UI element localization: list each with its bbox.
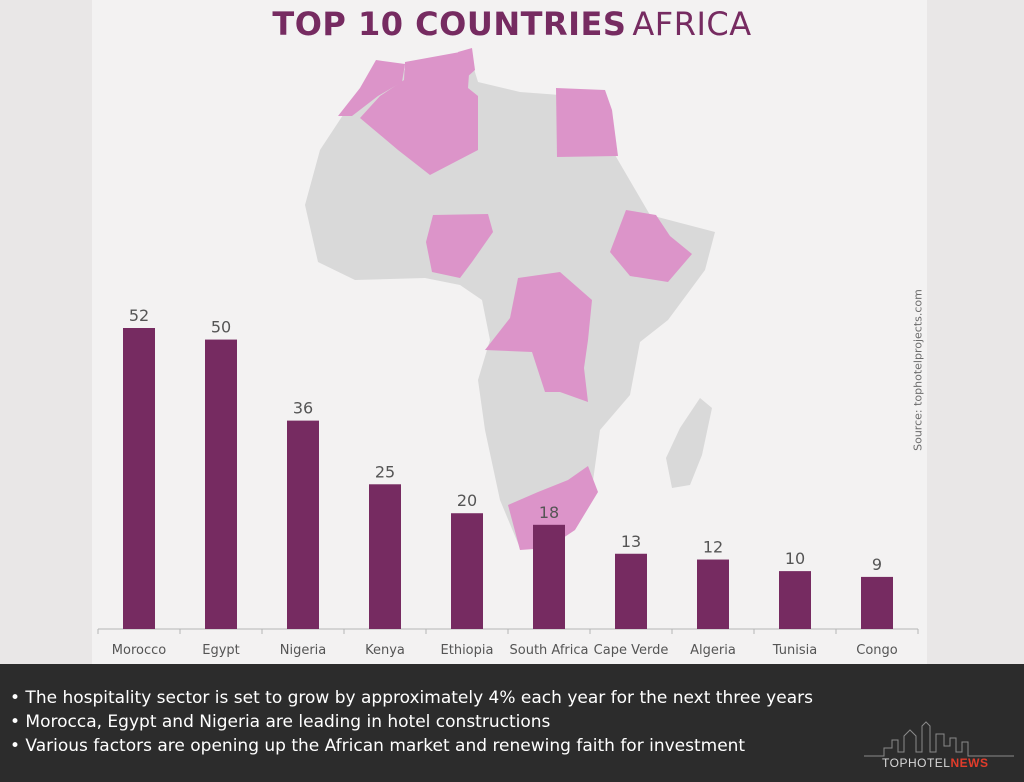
- footer-panel: • The hospitality sector is set to grow …: [0, 664, 1024, 782]
- title-bold: TOP 10 COUNTRIES: [272, 5, 627, 43]
- title-light: AFRICA: [632, 5, 752, 43]
- madagascar-shape: [666, 398, 712, 488]
- bar: [369, 484, 401, 629]
- africa-landmass: [305, 56, 715, 548]
- value-label: 25: [375, 462, 395, 481]
- bar: [697, 559, 729, 629]
- category-label: Cape Verde: [594, 643, 669, 658]
- value-label: 9: [872, 555, 882, 574]
- brand-logo: TOPHOTELNEWS: [882, 756, 988, 770]
- bullet-list: • The hospitality sector is set to grow …: [10, 686, 813, 758]
- brand-part2: NEWS: [950, 756, 989, 770]
- value-label: 50: [211, 318, 231, 337]
- category-label: Congo: [856, 643, 898, 658]
- category-label: Nigeria: [280, 643, 327, 658]
- category-label: Ethiopia: [441, 643, 494, 658]
- value-label: 20: [457, 491, 477, 510]
- bar: [615, 553, 647, 629]
- bar: [779, 571, 811, 629]
- value-label: 10: [785, 549, 805, 568]
- brand-part1: TOPHOTEL: [882, 756, 951, 770]
- bar: [451, 513, 483, 629]
- value-label: 18: [539, 503, 559, 522]
- city-skyline-icon: [864, 721, 1014, 757]
- region-morocco: [338, 60, 405, 116]
- value-label: 12: [703, 538, 723, 557]
- value-label: 36: [293, 399, 313, 418]
- bar: [123, 328, 155, 629]
- category-label: Morocco: [112, 643, 166, 658]
- category-label: Algeria: [690, 643, 736, 658]
- region-tunisia: [458, 48, 475, 78]
- bullet-item: • Morocca, Egypt and Nigeria are leading…: [10, 712, 551, 732]
- region-congo: [485, 272, 592, 402]
- category-label: Tunisia: [772, 643, 817, 658]
- bar: [533, 524, 565, 629]
- value-label: 13: [621, 532, 641, 551]
- category-label: Kenya: [365, 643, 405, 658]
- bullet-item: • The hospitality sector is set to grow …: [10, 688, 813, 708]
- bar: [287, 420, 319, 629]
- africa-map: [305, 48, 715, 550]
- bar: [861, 576, 893, 629]
- region-south-africa: [508, 466, 598, 550]
- region-algeria: [360, 52, 478, 175]
- bar-chart: 52 Morocco 50 Egypt 36 Nigeria 25 Kenya 20 Ethiop…: [97, 306, 919, 658]
- region-nigeria: [426, 214, 493, 278]
- bar: [205, 339, 237, 629]
- source-label: Source: tophotelprojects.com: [911, 289, 925, 451]
- category-label: Egypt: [202, 643, 240, 658]
- value-label: 52: [129, 306, 149, 325]
- region-egypt: [556, 88, 618, 157]
- page-title: TOP 10 COUNTRIES AFRICA: [0, 4, 1024, 44]
- category-label: South Africa: [510, 643, 589, 658]
- bullet-item: • Various factors are opening up the Afr…: [10, 736, 746, 756]
- region-ethiopia: [610, 210, 692, 282]
